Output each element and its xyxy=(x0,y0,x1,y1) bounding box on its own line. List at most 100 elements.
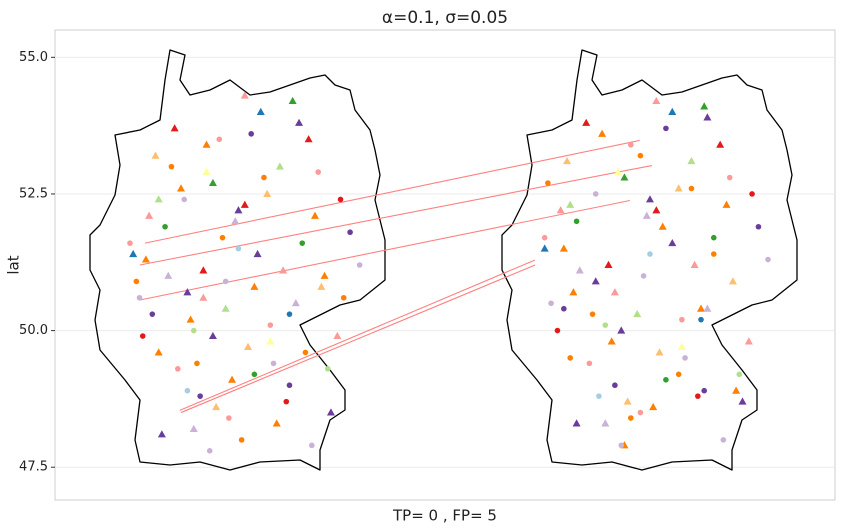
point xyxy=(682,355,688,361)
point xyxy=(333,331,342,340)
point xyxy=(186,315,195,323)
point xyxy=(703,113,712,121)
point xyxy=(267,322,274,328)
point xyxy=(340,294,347,301)
point xyxy=(677,342,686,350)
point xyxy=(206,448,213,454)
point xyxy=(295,118,304,126)
point xyxy=(154,348,163,356)
point xyxy=(304,135,313,143)
point xyxy=(216,136,223,143)
point xyxy=(607,337,616,345)
point xyxy=(221,304,230,312)
match-line xyxy=(144,139,640,244)
point xyxy=(202,140,211,148)
point xyxy=(701,387,708,394)
point xyxy=(561,305,567,312)
maps xyxy=(89,49,798,471)
point xyxy=(240,91,249,99)
point xyxy=(572,419,581,427)
point xyxy=(275,162,284,170)
point xyxy=(652,96,661,105)
point xyxy=(149,311,156,317)
point xyxy=(283,398,290,405)
chart-title: α=0.1, σ=0.05 xyxy=(382,8,508,28)
point xyxy=(253,249,262,258)
point xyxy=(732,386,741,394)
point xyxy=(222,278,229,285)
point xyxy=(687,156,696,165)
point xyxy=(202,167,211,176)
y-tick-label: 52.5 xyxy=(19,186,48,201)
point xyxy=(710,251,717,257)
point xyxy=(199,266,208,274)
point xyxy=(668,107,677,115)
point xyxy=(238,437,245,443)
point xyxy=(620,173,629,181)
point xyxy=(299,240,306,246)
point xyxy=(154,195,163,203)
point xyxy=(177,184,186,192)
point xyxy=(623,397,632,405)
point xyxy=(139,333,146,339)
point xyxy=(219,234,226,241)
y-tick-label: 50.0 xyxy=(19,323,48,338)
point xyxy=(545,180,551,186)
point xyxy=(633,309,642,318)
point xyxy=(749,191,755,197)
point xyxy=(133,278,140,285)
point xyxy=(326,408,335,416)
point xyxy=(272,419,281,427)
point xyxy=(736,371,743,378)
point xyxy=(658,222,667,230)
match-line xyxy=(139,164,652,266)
point xyxy=(129,249,138,258)
point xyxy=(710,234,717,241)
point xyxy=(695,393,701,399)
point xyxy=(598,129,607,137)
point xyxy=(261,174,267,181)
point xyxy=(157,430,166,438)
y-tick-label: 47.5 xyxy=(19,460,48,475)
point xyxy=(679,316,685,323)
point xyxy=(541,234,548,241)
point xyxy=(164,271,173,279)
point xyxy=(589,311,596,317)
point xyxy=(637,409,644,416)
point xyxy=(700,102,709,110)
point xyxy=(647,251,653,257)
point xyxy=(136,294,143,301)
point xyxy=(663,376,669,383)
point xyxy=(302,349,309,356)
point xyxy=(652,206,661,214)
point xyxy=(563,156,572,165)
x-axis-title: TP= 0 , FP= 5 xyxy=(392,507,497,525)
point xyxy=(162,223,168,230)
point xyxy=(170,124,179,132)
match-line xyxy=(139,199,630,301)
point xyxy=(208,331,217,340)
point xyxy=(640,273,647,279)
point xyxy=(309,442,315,449)
plot-panel xyxy=(54,29,836,501)
point xyxy=(559,244,568,252)
point xyxy=(569,288,578,296)
germany-outline xyxy=(89,49,386,471)
point xyxy=(726,174,733,181)
point xyxy=(601,419,610,427)
point xyxy=(592,191,599,197)
point xyxy=(720,437,727,443)
point xyxy=(175,366,181,372)
point xyxy=(586,360,593,367)
point xyxy=(199,293,208,301)
point xyxy=(604,260,613,268)
point xyxy=(235,245,242,252)
point xyxy=(189,424,198,432)
y-axis-title: lat xyxy=(5,255,23,274)
point xyxy=(266,337,275,345)
point xyxy=(234,206,243,214)
point xyxy=(356,262,363,268)
point xyxy=(240,200,249,208)
point xyxy=(556,206,565,214)
